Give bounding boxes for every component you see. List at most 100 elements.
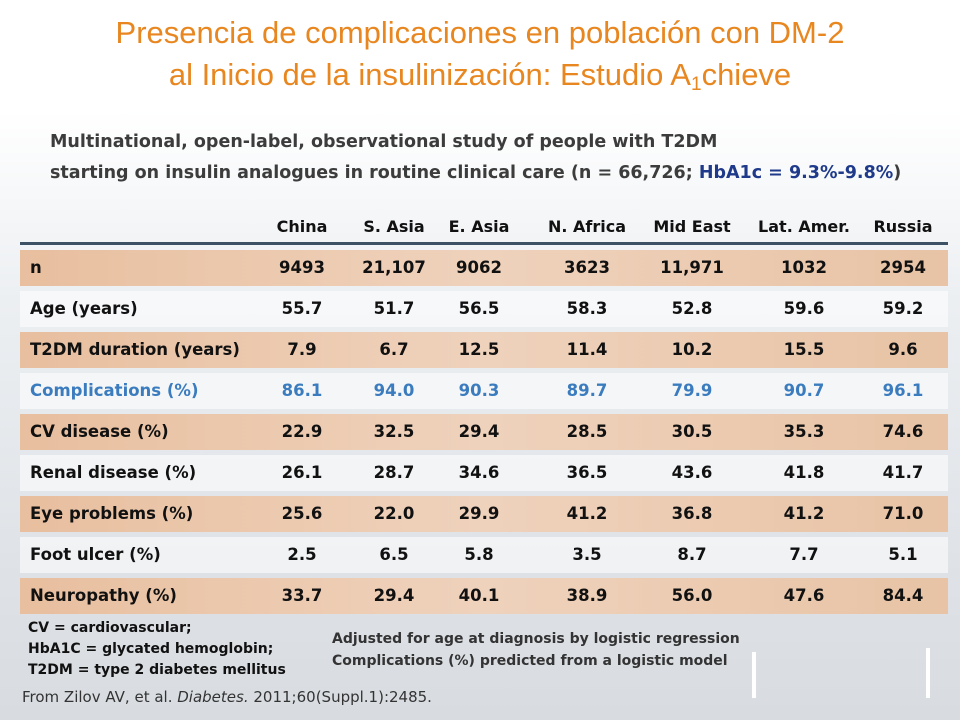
slide-title: Presencia de complicaciones en población…	[0, 12, 960, 106]
table-cell: 35.3	[783, 422, 825, 441]
row-label: Foot ulcer (%)	[30, 545, 161, 564]
table-cell: 3623	[564, 258, 610, 277]
table-cell: 94.0	[373, 381, 415, 400]
table-cell: 59.2	[882, 299, 924, 318]
title-line-2-end: chieve	[701, 57, 792, 92]
column-header: Lat. Amer.	[758, 217, 850, 236]
table-row-complications: Complications (%) 86.1 94.0 90.3 89.7 79…	[20, 373, 948, 409]
row-label: n	[30, 258, 42, 277]
study-description-close: )	[893, 163, 902, 183]
table-cell: 32.5	[373, 422, 415, 441]
table-cell: 51.7	[373, 299, 415, 318]
table-cell: 41.7	[882, 463, 924, 482]
title-line-2-text: al Inicio de la insulinización: Estudio …	[168, 57, 691, 92]
row-label: Age (years)	[30, 299, 138, 318]
table-cell: 59.6	[783, 299, 825, 318]
complications-table: China S. Asia E. Asia N. Africa Mid East…	[20, 212, 948, 614]
decorative-bar	[926, 648, 930, 698]
abbreviations: CV = cardiovascular; HbA1C = glycated he…	[28, 618, 286, 681]
table-cell: 22.0	[373, 504, 415, 523]
table-cell: 6.7	[379, 340, 409, 359]
table-cell: 10.2	[671, 340, 713, 359]
title-subscript: 1	[690, 74, 702, 95]
row-label: Eye problems (%)	[30, 504, 194, 523]
table-header: China S. Asia E. Asia N. Africa Mid East…	[20, 212, 948, 245]
table-cell: 30.5	[671, 422, 713, 441]
table-cell: 74.6	[882, 422, 924, 441]
table-cell: 34.6	[458, 463, 500, 482]
column-header: Russia	[873, 217, 933, 236]
table-cell: 28.7	[373, 463, 415, 482]
table-row-n: n 9493 21,107 9062 3623 11,971 1032 2954	[20, 250, 948, 286]
table-cell: 9493	[279, 258, 325, 277]
table-cell: 33.7	[281, 586, 323, 605]
citation-journal: Diabetes.	[177, 688, 249, 706]
table-row-neuropathy: Neuropathy (%) 33.7 29.4 40.1 38.9 56.0 …	[20, 578, 948, 614]
note-item: Complications (%) predicted from a logis…	[332, 653, 728, 669]
table-cell: 8.7	[677, 545, 707, 564]
title-line-2: al Inicio de la insulinización: Estudio …	[0, 54, 960, 106]
table-cell: 5.1	[888, 545, 918, 564]
row-label: Complications (%)	[30, 381, 199, 400]
row-label: CV disease (%)	[30, 422, 169, 441]
table-cell: 41.2	[566, 504, 608, 523]
column-header: E. Asia	[448, 217, 510, 236]
study-description-line-1: Multinational, open-label, observational…	[50, 132, 718, 152]
table-cell: 71.0	[882, 504, 924, 523]
table-cell: 7.9	[287, 340, 317, 359]
table-cell: 9.6	[888, 340, 918, 359]
table-cell: 28.5	[566, 422, 608, 441]
study-description: Multinational, open-label, observational…	[50, 127, 930, 189]
table-cell: 15.5	[783, 340, 825, 359]
abbreviation-item: T2DM = type 2 diabetes mellitus	[28, 662, 286, 678]
table-cell: 90.3	[458, 381, 500, 400]
table-row-eye-problems: Eye problems (%) 25.6 22.0 29.9 41.2 36.…	[20, 496, 948, 532]
row-label: T2DM duration (years)	[30, 340, 240, 359]
title-line-1: Presencia de complicaciones en población…	[115, 15, 845, 50]
table-cell: 12.5	[458, 340, 500, 359]
table-cell: 58.3	[566, 299, 608, 318]
table-cell: 79.9	[671, 381, 713, 400]
row-label: Neuropathy (%)	[30, 586, 177, 605]
note-item: Adjusted for age at diagnosis by logisti…	[332, 631, 740, 647]
column-header: Mid East	[653, 217, 731, 236]
citation-details: 2011;60(Suppl.1):2485.	[248, 688, 432, 706]
table-row-foot-ulcer: Foot ulcer (%) 2.5 6.5 5.8 3.5 8.7 7.7 5…	[20, 537, 948, 573]
citation-authors: From Zilov AV, et al.	[22, 688, 178, 706]
table-cell: 7.7	[789, 545, 819, 564]
column-header: S. Asia	[363, 217, 425, 236]
column-header: China	[276, 217, 328, 236]
table-cell: 52.8	[671, 299, 713, 318]
row-label: Renal disease (%)	[30, 463, 197, 482]
table-row-renal-disease: Renal disease (%) 26.1 28.7 34.6 36.5 43…	[20, 455, 948, 491]
table-cell: 25.6	[281, 504, 323, 523]
table-cell: 9062	[456, 258, 502, 277]
table-row-age: Age (years) 55.7 51.7 56.5 58.3 52.8 59.…	[20, 291, 948, 327]
decorative-bar	[752, 652, 756, 698]
table-cell: 84.4	[882, 586, 924, 605]
table-cell: 47.6	[783, 586, 825, 605]
table-cell: 11.4	[566, 340, 608, 359]
table-cell: 56.5	[458, 299, 500, 318]
table-cell: 1032	[781, 258, 827, 277]
study-description-text: starting on insulin analogues in routine…	[50, 163, 699, 183]
table-cell: 40.1	[458, 586, 500, 605]
table-cell: 89.7	[566, 381, 608, 400]
table-cell: 41.2	[783, 504, 825, 523]
table-cell: 6.5	[379, 545, 409, 564]
table-cell: 96.1	[882, 381, 924, 400]
abbreviation-item: HbA1C = glycated hemoglobin;	[28, 641, 274, 657]
table-cell: 86.1	[281, 381, 323, 400]
table-row-t2dm-duration: T2DM duration (years) 7.9 6.7 12.5 11.4 …	[20, 332, 948, 368]
method-notes: Adjusted for age at diagnosis by logisti…	[332, 628, 740, 672]
study-description-line-2: starting on insulin analogues in routine…	[50, 158, 930, 189]
citation: From Zilov AV, et al. Diabetes. 2011;60(…	[22, 688, 432, 706]
table-row-cv-disease: CV disease (%) 22.9 32.5 29.4 28.5 30.5 …	[20, 414, 948, 450]
table-cell: 29.4	[373, 586, 415, 605]
table-cell: 41.8	[783, 463, 825, 482]
table-cell: 26.1	[281, 463, 323, 482]
table-cell: 29.9	[458, 504, 500, 523]
table-cell: 11,971	[660, 258, 724, 277]
table-cell: 21,107	[362, 258, 426, 277]
table-cell: 22.9	[281, 422, 323, 441]
